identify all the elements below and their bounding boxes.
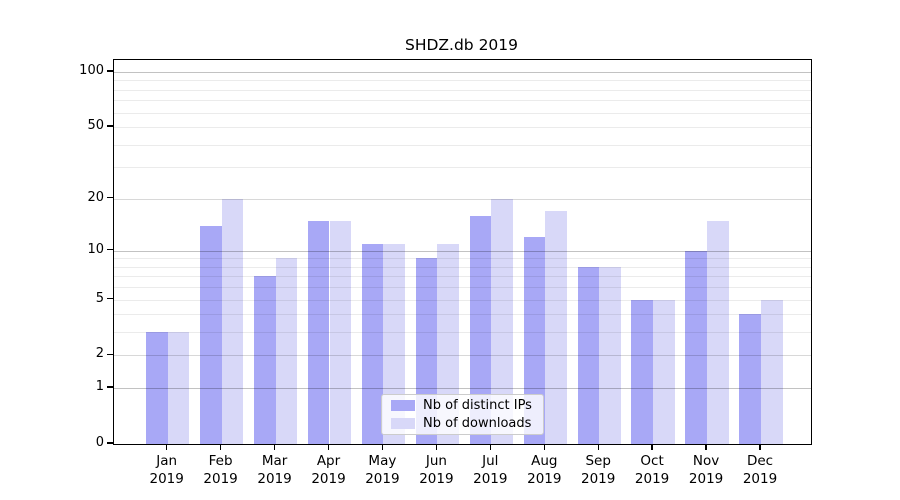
x-tick-mark-jun	[435, 444, 438, 450]
bar-distinct-ips-oct	[631, 299, 654, 444]
bar-downloads-aug	[545, 211, 567, 444]
x-tick-mark-dec	[759, 444, 761, 450]
y-tick-mark-5	[107, 297, 113, 300]
legend-swatch-distinct-ips	[391, 400, 415, 411]
bar-downloads-jan	[167, 332, 190, 444]
bar-downloads-may	[383, 243, 406, 444]
plot-area: Nb of distinct IPs Nb of downloads	[113, 59, 812, 445]
y-tick-mark-100	[107, 70, 113, 72]
y-tick-label-5: 5	[95, 290, 104, 306]
y-tick-mark-20	[107, 196, 113, 199]
bar-downloads-dec	[761, 299, 783, 444]
bar-downloads-nov	[707, 220, 729, 444]
x-tick-label-apr: Apr 2019	[311, 453, 346, 487]
x-tick-mark-nov	[705, 444, 707, 450]
y-tick-label-1: 1	[95, 379, 104, 395]
bar-downloads-apr	[329, 220, 352, 444]
x-tick-mark-sep	[597, 444, 599, 450]
bar-downloads-sep	[599, 266, 621, 444]
bar-distinct-ips-jul	[469, 215, 492, 444]
legend-label-distinct-ips: Nb of distinct IPs	[423, 397, 532, 413]
bar-distinct-ips-aug	[523, 237, 546, 444]
x-tick-mark-aug	[543, 444, 545, 450]
x-tick-mark-mar	[273, 444, 276, 450]
x-tick-label-jul: Jul 2019	[473, 453, 508, 487]
bar-downloads-mar	[275, 258, 298, 444]
y-tick-label-2: 2	[95, 346, 104, 362]
legend-entry-downloads: Nb of downloads	[391, 415, 543, 431]
bar-distinct-ips-sep	[577, 266, 600, 444]
x-tick-label-oct: Oct 2019	[634, 453, 670, 487]
legend: Nb of distinct IPs Nb of downloads	[381, 394, 544, 435]
y-tick-mark-50	[107, 125, 113, 127]
x-tick-label-nov: Nov 2019	[688, 453, 724, 487]
x-tick-label-jan: Jan 2019	[149, 453, 184, 487]
y-tick-mark-10	[107, 249, 113, 251]
bar-distinct-ips-feb	[199, 225, 222, 444]
x-tick-mark-oct	[651, 444, 653, 450]
x-tick-label-may: May 2019	[365, 453, 400, 487]
legend-entry-distinct-ips: Nb of distinct IPs	[391, 397, 543, 413]
bar-distinct-ips-dec	[739, 314, 761, 444]
y-tick-label-0: 0	[95, 435, 104, 450]
x-tick-label-aug: Aug 2019	[527, 453, 562, 487]
y-tick-label-20: 20	[87, 189, 104, 205]
bar-downloads-jul	[491, 198, 513, 444]
bar-distinct-ips-nov	[685, 250, 708, 444]
bar-distinct-ips-jan	[146, 332, 168, 444]
y-tick-label-50: 50	[87, 118, 104, 134]
x-tick-mark-jul	[489, 444, 491, 450]
y-tick-label-100: 100	[79, 63, 104, 78]
legend-swatch-downloads	[391, 418, 415, 429]
bar-downloads-oct	[653, 299, 675, 444]
x-tick-label-jun: Jun 2019	[419, 453, 454, 487]
bar-downloads-feb	[221, 198, 244, 444]
y-tick-mark-0	[107, 442, 113, 444]
y-tick-label-10: 10	[87, 241, 104, 257]
x-tick-mark-apr	[327, 444, 330, 450]
x-tick-mark-feb	[219, 444, 222, 450]
chart-title: SHDZ.db 2019	[404, 36, 519, 54]
bars-layer	[114, 60, 811, 444]
bar-distinct-ips-may	[361, 243, 384, 444]
legend-label-downloads: Nb of downloads	[423, 415, 532, 431]
x-tick-label-sep: Sep 2019	[581, 453, 616, 487]
bar-distinct-ips-mar	[253, 276, 276, 444]
x-tick-mark-may	[381, 444, 384, 450]
x-tick-label-mar: Mar 2019	[257, 453, 292, 487]
x-tick-label-feb: Feb 2019	[203, 453, 238, 487]
x-tick-mark-jan	[166, 444, 168, 450]
bar-distinct-ips-apr	[307, 220, 330, 444]
x-tick-label-dec: Dec 2019	[742, 453, 778, 487]
bar-downloads-jun	[437, 243, 460, 444]
y-tick-mark-2	[107, 353, 113, 356]
y-tick-mark-1	[107, 386, 113, 388]
